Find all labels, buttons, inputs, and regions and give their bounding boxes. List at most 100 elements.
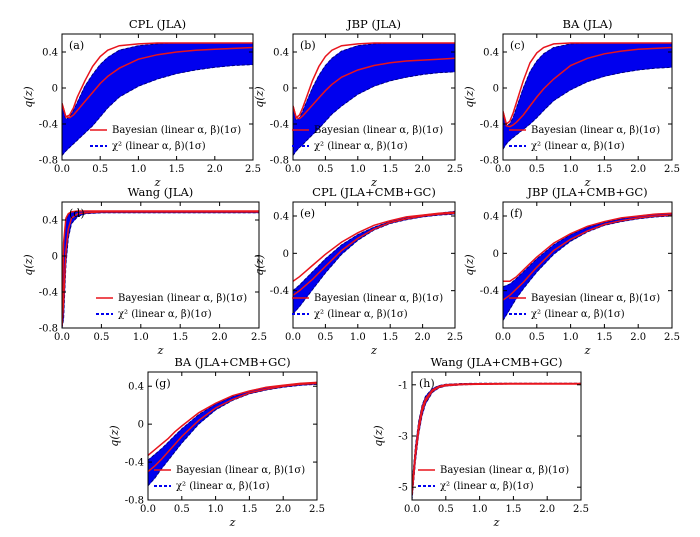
y-tick-label: 0 (283, 249, 289, 260)
y-tick-label: -0.8 (270, 156, 289, 167)
x-tick-label: 0.5 (438, 504, 454, 515)
plot-area (293, 42, 455, 157)
bayesian-line (293, 211, 455, 282)
x-tick-label: 2.0 (275, 504, 291, 515)
x-tick-label: 2.5 (573, 504, 589, 515)
plot-area (62, 210, 259, 328)
x-tick-label: 0.5 (93, 332, 109, 343)
x-tick-label: 0.0 (285, 332, 301, 343)
y-tick-label: -0.8 (125, 496, 144, 507)
axes-frame (292, 201, 456, 329)
bayesian-line (293, 42, 455, 120)
x-tick-label: 2.5 (447, 164, 463, 175)
axes-frame (292, 33, 456, 161)
x-tick-label: 2.5 (664, 332, 680, 343)
y-tick-label: -0.4 (270, 120, 289, 131)
panel-h: 0.0 0.5 1.0 1.5 2.0 2.5 -1 -3 -5 Wang (JLA+CMB+GC… (372, 355, 589, 529)
bayesian-line (503, 42, 672, 126)
y-tick-label: -3 (398, 432, 408, 443)
chi2-band-edge (148, 383, 317, 487)
y-axis-label: q(z) (253, 86, 266, 107)
chi2-band-edge (62, 64, 253, 156)
y-tick-label: 0.4 (483, 212, 499, 223)
x-tick-label: 2.0 (539, 504, 555, 515)
panel-title: BA (JLA+CMB+GC) (174, 355, 290, 369)
legend-red-label: Bayesian (linear α, β)(1σ) (118, 293, 247, 304)
bayesian-line (62, 46, 253, 119)
y-tick-label: -0.8 (39, 156, 58, 167)
plot-area (293, 210, 455, 315)
legend-red-label: Bayesian (linear α, β)(1σ) (314, 293, 443, 304)
y-tick-label: -0.8 (39, 324, 58, 335)
y-tick-label: 0 (138, 420, 144, 431)
x-tick-label: 2.0 (212, 332, 228, 343)
x-tick-label: 1.0 (472, 504, 488, 515)
plot-area (503, 212, 672, 322)
x-tick-label: 1.5 (596, 164, 612, 175)
panel-tag: (a) (69, 39, 84, 52)
bayesian-line (503, 214, 672, 301)
x-tick-label: 0.5 (92, 164, 108, 175)
legend: Bayesian (linear α, β)(1σ) χ² (linear α, … (509, 293, 660, 320)
y-tick-label: 0 (283, 84, 289, 95)
x-tick-label: 0.0 (54, 164, 70, 175)
y-tick-label: -0.4 (39, 288, 58, 299)
y-tick-label: 0 (52, 84, 58, 95)
x-tick-label: 0.0 (495, 164, 511, 175)
bayesian-line (62, 42, 253, 118)
x-tick-label: 1.5 (169, 164, 185, 175)
legend: Bayesian (linear α, β)(1σ) χ² (linear α, … (292, 125, 443, 152)
y-axis-label: q(z) (22, 254, 35, 275)
chi2-band (62, 42, 253, 156)
panel-d: 0.0 0.5 1.0 1.5 2.0 2.5 0.4 0 -0.4 -0.8 Wang (JLA)… (22, 185, 267, 357)
y-tick-label: -0.4 (125, 458, 144, 469)
panel-tag: (f) (510, 207, 523, 220)
panel-tag: (g) (155, 377, 171, 390)
legend: Bayesian (linear α, β)(1σ) χ² (linear α, … (96, 293, 247, 320)
legend-blue-label: χ² (linear α, β)(1σ) (314, 141, 408, 152)
y-tick-label: 0 (52, 252, 58, 263)
legend-red-label: Bayesian (linear α, β)(1σ) (314, 125, 443, 136)
x-tick-label: 1.0 (208, 504, 224, 515)
legend-red-label: Bayesian (linear α, β)(1σ) (112, 125, 241, 136)
bayesian-line (62, 211, 259, 327)
bayesian-line (293, 212, 455, 296)
chi2-band-edge (293, 213, 455, 315)
legend-blue-label: χ² (linear α, β)(1σ) (314, 309, 408, 320)
panel-a: 0.0 0.5 1.0 1.5 2.0 2.5 0.4 0 -0.4 -0.8 CPL (JLA) (… (22, 17, 261, 189)
panel-b: 0.0 0.5 1.0 1.5 2.0 2.5 0.4 0 -0.4 -0.8 JBP (JLA) (… (253, 17, 463, 189)
y-tick-label: -1 (398, 380, 408, 391)
legend-blue-label: χ² (linear α, β)(1σ) (118, 309, 212, 320)
plot-area (62, 42, 253, 156)
x-tick-label: 0.5 (317, 164, 333, 175)
panel-title: Wang (JLA) (128, 185, 194, 199)
legend-blue-label: χ² (linear α, β)(1σ) (531, 309, 625, 320)
y-tick-label: 0.4 (42, 216, 58, 227)
panel-title: BA (JLA) (563, 17, 613, 31)
panel-tag: (c) (510, 39, 525, 52)
x-axis-label: z (493, 516, 500, 529)
x-axis-label: z (229, 516, 236, 529)
x-tick-label: 0.5 (174, 504, 190, 515)
x-tick-label: 1.0 (350, 164, 366, 175)
panel-title: Wang (JLA+CMB+GC) (431, 355, 563, 369)
y-tick-label: 0.4 (128, 382, 144, 393)
y-tick-label: 0.4 (273, 212, 289, 223)
x-tick-label: 0.0 (404, 504, 420, 515)
x-tick-label: 1.5 (505, 504, 521, 515)
x-tick-label: 0.5 (529, 332, 545, 343)
axes-frame (502, 33, 673, 161)
x-tick-label: 2.5 (245, 164, 261, 175)
bayesian-line (62, 210, 259, 324)
legend: Bayesian (linear α, β)(1σ) χ² (linear α, … (509, 125, 660, 152)
legend-red-label: Bayesian (linear α, β)(1σ) (531, 293, 660, 304)
chi2-band-edge (62, 212, 259, 328)
y-axis-label: q(z) (463, 254, 476, 275)
plot-area (148, 381, 317, 487)
x-tick-label: 1.5 (172, 332, 188, 343)
y-tick-label: -0.8 (480, 156, 499, 167)
panel-tag: (e) (300, 207, 315, 220)
legend: Bayesian (linear α, β)(1σ) χ² (linear α, … (292, 293, 443, 320)
y-axis-label: q(z) (22, 86, 35, 107)
y-tick-label: 0.4 (273, 48, 289, 59)
